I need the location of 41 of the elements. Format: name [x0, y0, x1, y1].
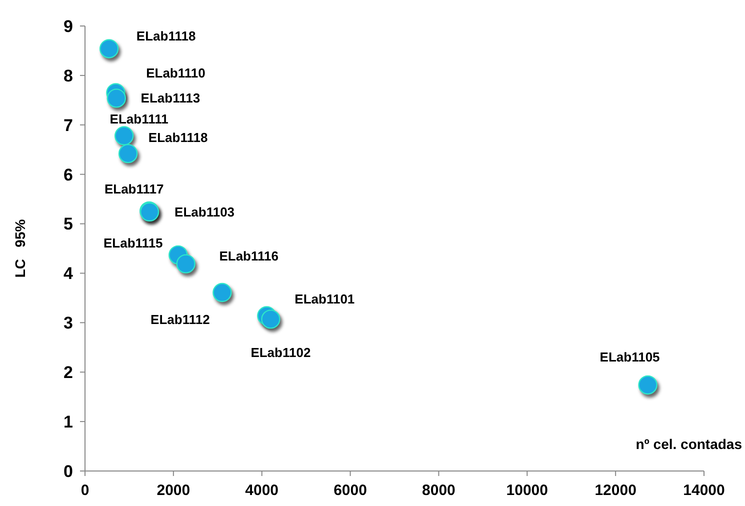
x-tick-label: 6000	[334, 482, 367, 499]
annotation: ELab1105	[600, 350, 660, 365]
annotation: ELab1113	[140, 90, 200, 106]
x-tick-label: 8000	[422, 482, 456, 499]
point	[176, 254, 196, 274]
y-tick-label: 8	[64, 66, 73, 86]
x-axis-title: nº cel. contadas	[636, 436, 742, 452]
y-tick-label: 9	[64, 16, 73, 36]
y-tick-label: 0	[64, 462, 73, 481]
y-tick-label: 7	[64, 116, 73, 135]
x-tick-label: 2000	[156, 482, 190, 499]
y-tick-label: 3	[64, 314, 73, 333]
x-tick-label: 0	[80, 482, 90, 499]
annotation: ELab1103	[174, 204, 235, 220]
point	[118, 144, 138, 164]
annotation: ELab1117	[104, 181, 164, 196]
annotation: ELab1116	[219, 248, 278, 264]
point	[99, 39, 119, 58]
annotation: ELab1115	[104, 235, 163, 250]
y-tick-label: 2	[64, 363, 73, 382]
annotation: ELab1110	[146, 65, 206, 80]
annotation: ELab1118	[148, 130, 208, 146]
point	[261, 310, 280, 329]
y-tick-label: 6	[64, 165, 73, 184]
annotation: ELab1111	[110, 111, 168, 126]
point	[114, 126, 134, 146]
x-tick-label: 12000	[594, 482, 636, 499]
y-axis-title: LC 95%	[12, 218, 28, 278]
annotation: ELab1101	[294, 291, 355, 306]
point	[212, 282, 232, 302]
annotation: ELab1102	[250, 344, 311, 360]
point	[638, 375, 658, 395]
annotation: ELab1112	[150, 312, 210, 328]
x-tick-label: 4000	[245, 482, 279, 499]
y-tick-label: 4	[64, 264, 74, 284]
point	[106, 88, 126, 108]
annotation: ELab1118	[136, 28, 196, 44]
x-tick-label: 14000	[683, 482, 725, 499]
y-tick-label: 1	[64, 412, 73, 432]
y-tick-label: 5	[64, 214, 73, 234]
x-tick-label: 10000	[506, 482, 548, 499]
